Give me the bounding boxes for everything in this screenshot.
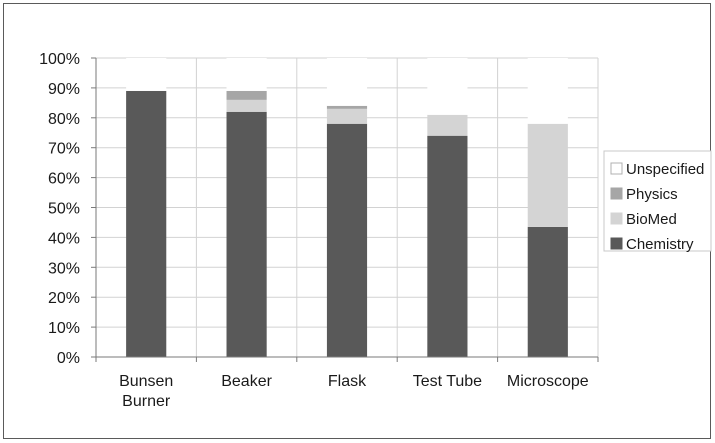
y-tick-label: 90% — [48, 81, 80, 98]
bar-chemistry-3 — [427, 135, 468, 357]
y-tick-label: 100% — [39, 51, 80, 68]
bar-unspecified-3 — [427, 58, 468, 115]
legend-swatch-physics — [610, 187, 623, 200]
legend-label-biomed: BioMed — [626, 211, 677, 228]
legend-label-unspecified: Unspecified — [626, 161, 704, 178]
legend-label-physics: Physics — [626, 186, 678, 203]
bar-chemistry-1 — [226, 111, 267, 357]
y-tick-label: 0% — [57, 350, 80, 367]
bar-biomed-1 — [226, 99, 267, 112]
bar-chemistry-0 — [126, 90, 167, 357]
axis-layer: 0% 10% 20% 30% 40% 50% 60% 70% 80% 90% 100% Bunsen B… — [39, 51, 599, 410]
bar-biomed-3 — [427, 114, 468, 136]
x-tick-label: Beaker — [221, 373, 272, 390]
legend-swatch-chemistry — [610, 237, 623, 250]
x-tick-label: Microscope — [507, 373, 589, 390]
y-tick-label: 80% — [48, 111, 80, 128]
bar-chemistry-4 — [527, 226, 568, 357]
legend-swatch-unspecified — [610, 162, 623, 175]
x-tick-label: Burner — [122, 393, 171, 410]
legend-label-chemistry: Chemistry — [626, 236, 694, 253]
bar-biomed-2 — [326, 108, 368, 124]
y-tick-label: 60% — [48, 171, 80, 188]
x-tick-label: Test Tube — [413, 373, 482, 390]
bar-unspecified-2 — [326, 58, 368, 106]
bar-unspecified-1 — [226, 58, 267, 91]
y-tick-label: 70% — [48, 141, 80, 158]
bar-chemistry-2 — [326, 123, 368, 357]
x-tick-label: Flask — [328, 373, 367, 390]
x-tick-label: Bunsen — [119, 373, 173, 390]
y-tick-label: 40% — [48, 230, 80, 247]
legend: Unspecified Physics BioMed Chemistry — [603, 150, 712, 253]
y-tick-label: 20% — [48, 290, 80, 307]
y-tick-label: 30% — [48, 260, 80, 277]
bar-unspecified-0 — [126, 58, 167, 91]
y-tick-label: 50% — [48, 201, 80, 218]
bar-physics-2 — [326, 105, 368, 109]
bar-unspecified-4 — [527, 58, 568, 124]
y-tick-label: 10% — [48, 320, 80, 337]
bar-physics-1 — [226, 90, 267, 100]
bar-biomed-4 — [527, 123, 568, 227]
bars-layer — [126, 58, 568, 357]
legend-swatch-biomed — [610, 212, 623, 225]
